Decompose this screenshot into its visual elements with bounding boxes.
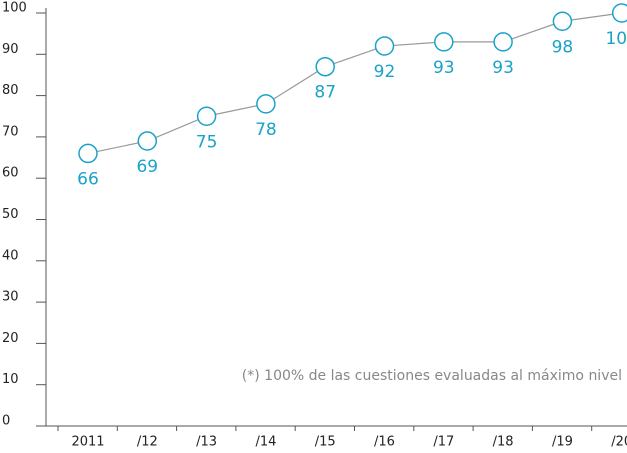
annotation: (*) 100% de las cuestiones evaluadas al … — [242, 368, 622, 384]
data-label: 98 — [552, 37, 574, 57]
y-tick-label: 20 — [2, 331, 19, 346]
x-tick-label: /20 — [611, 435, 627, 450]
x-tick-label: /19 — [552, 435, 573, 450]
x-tick-label: /12 — [137, 435, 158, 450]
point — [493, 32, 513, 52]
point — [78, 143, 98, 164]
y-tick-label: 50 — [2, 207, 19, 222]
y-tick-label: 80 — [2, 83, 19, 98]
data-label: 93 — [433, 58, 455, 78]
data-label: 69 — [136, 157, 158, 177]
data-label: 100 — [605, 29, 627, 49]
data-label: 75 — [196, 132, 218, 152]
x-tick-label: /16 — [374, 435, 395, 450]
data-label: 87 — [314, 83, 336, 103]
x-tick-label: 2011 — [71, 435, 104, 450]
point — [256, 94, 276, 114]
series-line — [87, 12, 622, 155]
x-tick-label: /14 — [255, 435, 276, 450]
x-tick-label: /15 — [315, 435, 336, 450]
y-tick-label: 100 — [2, 1, 27, 16]
data-label: 93 — [492, 58, 514, 78]
point — [196, 106, 217, 126]
data-label: 66 — [77, 169, 99, 189]
data-label: 92 — [374, 62, 396, 82]
y-tick-label: 40 — [2, 248, 19, 263]
point — [611, 3, 627, 23]
point — [552, 11, 573, 32]
point — [137, 131, 158, 151]
y-tick-label: 30 — [2, 290, 19, 305]
x-tick-label: /18 — [493, 435, 514, 450]
data-label: 78 — [255, 120, 277, 140]
x-tick-label: /17 — [433, 435, 454, 450]
y-tick-label: 60 — [2, 166, 19, 181]
point — [315, 56, 335, 77]
point — [374, 36, 395, 56]
y-tick-label: 90 — [2, 42, 19, 57]
y-tick-label: 0 — [2, 414, 10, 429]
point — [434, 32, 454, 52]
y-tick-label: 10 — [2, 372, 19, 387]
x-tick-label: /13 — [196, 435, 217, 450]
y-tick-label: 70 — [2, 124, 19, 139]
